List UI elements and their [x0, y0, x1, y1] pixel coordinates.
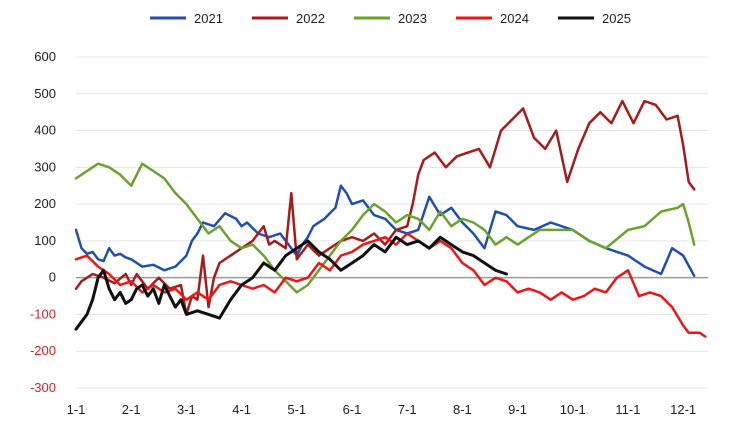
y-tick-label: 200: [34, 196, 56, 211]
x-tick-label: 12-1: [670, 402, 696, 417]
y-tick-label: 600: [34, 49, 56, 64]
series-line-2021: [74, 184, 696, 278]
y-axis-ticks: 600 500 400 300 200 100 0 -100 -200 -300: [30, 49, 56, 395]
x-tick-label: 11-1: [615, 402, 640, 417]
series-line-2025: [74, 235, 508, 331]
x-tick-label: 3-1: [177, 402, 196, 417]
y-tick-label: 0: [49, 270, 56, 285]
gridlines: [76, 56, 708, 389]
y-tick-label: -100: [30, 306, 56, 321]
legend-label-2024: 2024: [500, 11, 529, 26]
legend-label-2023: 2023: [398, 11, 427, 26]
series-line-2022: [74, 99, 696, 316]
series-line-2024: [74, 232, 707, 338]
x-axis-ticks: 1-1 2-1 3-1 4-1 5-1 6-1 7-1 8-1 9-1 10-1 11-1 12-1: [67, 402, 697, 417]
legend-label-2022: 2022: [296, 11, 325, 26]
x-tick-label: 4-1: [232, 402, 251, 417]
y-tick-label: 400: [34, 123, 56, 138]
series-lines: [74, 99, 707, 338]
x-tick-label: 5-1: [287, 402, 306, 417]
x-tick-label: 10-1: [560, 402, 586, 417]
x-tick-label: 1-1: [67, 402, 86, 417]
y-tick-label: -200: [30, 343, 56, 358]
legend-label-2021: 2021: [194, 11, 223, 26]
x-tick-label: 6-1: [343, 402, 362, 417]
y-tick-label: 500: [34, 86, 56, 101]
y-tick-label: -300: [30, 380, 56, 395]
series-line-2023: [74, 162, 696, 294]
x-tick-label: 8-1: [453, 402, 472, 417]
x-tick-label: 2-1: [122, 402, 141, 417]
x-tick-label: 7-1: [398, 402, 417, 417]
y-tick-label: 300: [34, 159, 56, 174]
y-tick-label: 100: [34, 233, 56, 248]
legend: 2021 2022 2023 2024 2025: [150, 11, 631, 26]
x-tick-label: 9-1: [508, 402, 527, 417]
legend-label-2025: 2025: [602, 11, 631, 26]
